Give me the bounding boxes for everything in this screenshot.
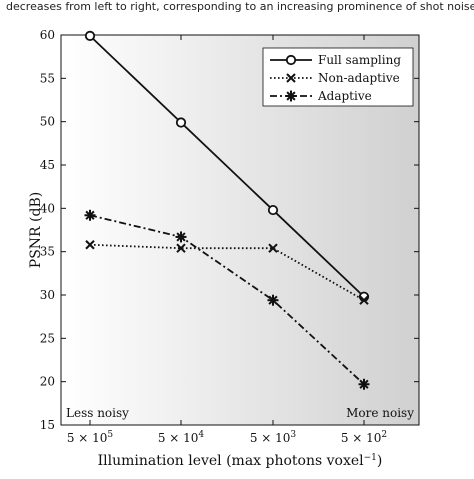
legend: Full sampling Non-adaptive Adaptive	[262, 47, 414, 107]
x-tick-label: 5 × 103	[250, 430, 297, 445]
y-tick-label: 20	[40, 375, 55, 389]
x-axis-label-main: Illumination level (max photons voxel	[98, 453, 365, 469]
legend-label: Non-adaptive	[318, 71, 400, 85]
marker-asterisk-stroke	[359, 379, 369, 389]
legend-marker	[285, 54, 297, 66]
x-tick-label: 5 × 105	[67, 430, 114, 445]
annotation-more-noisy: More noisy	[346, 406, 414, 420]
data-point-1-0	[85, 240, 95, 250]
y-axis-ticks: 15 20 25 30 35 40 45 50 55 60	[40, 28, 419, 432]
marker-asterisk-stroke	[85, 210, 95, 220]
marker-x-stroke	[85, 240, 95, 250]
marker-circle	[285, 54, 297, 66]
legend-marker	[286, 73, 296, 83]
marker-x-stroke	[268, 243, 278, 253]
y-tick-label: 60	[40, 28, 55, 42]
legend-label: Adaptive	[317, 89, 372, 103]
x-axis-label: Illumination level (max photons voxel−1)	[98, 453, 383, 469]
legend-label: Full sampling	[318, 53, 401, 67]
x-axis-label-exponent: −1	[364, 453, 377, 463]
marker-asterisk-stroke	[268, 295, 278, 305]
annotation-less-noisy: Less noisy	[66, 406, 129, 420]
x-axis-ticks: 5 × 105 5 × 104 5 × 103 5 × 102	[67, 35, 387, 445]
legend-marker	[285, 90, 297, 102]
data-point-2-0	[84, 209, 96, 221]
data-point-0-2	[267, 204, 279, 216]
marker-circle	[175, 117, 187, 128]
marker-asterisk-stroke	[176, 232, 186, 242]
marker-circle	[267, 204, 279, 216]
y-tick-label: 50	[40, 115, 55, 129]
x-tick-label: 5 × 102	[341, 430, 387, 445]
marker-x-stroke	[359, 295, 369, 305]
marker-circle	[84, 30, 96, 41]
y-tick-label: 40	[40, 201, 55, 215]
data-point-0-1	[175, 117, 187, 128]
y-tick-label: 45	[40, 158, 55, 172]
data-point-1-3	[359, 295, 369, 305]
y-axis-label: PSNR (dB)	[28, 192, 44, 268]
series-line-2	[89, 214, 365, 385]
y-tick-label: 35	[40, 245, 55, 259]
data-point-0-0	[84, 30, 96, 41]
data-point-2-3	[358, 378, 370, 390]
series-line-0	[89, 35, 365, 298]
x-tick-label: 5 × 104	[158, 430, 205, 445]
y-tick-label: 55	[40, 71, 55, 85]
y-tick-label: 15	[40, 418, 55, 432]
x-axis-label-close: )	[377, 453, 382, 469]
marker-x-stroke	[176, 243, 186, 253]
series-line-1	[89, 243, 365, 301]
data-point-2-1	[175, 231, 187, 243]
data-point-1-2	[268, 243, 278, 253]
y-tick-label: 25	[40, 331, 55, 345]
figure-caption: decreases from left to right, correspond…	[6, 0, 474, 13]
data-point-2-2	[267, 294, 279, 306]
y-tick-label: 30	[40, 288, 55, 302]
series-group	[84, 30, 370, 390]
marker-x-stroke	[286, 73, 296, 83]
marker-asterisk-stroke	[286, 91, 296, 101]
data-point-1-1	[176, 243, 186, 253]
